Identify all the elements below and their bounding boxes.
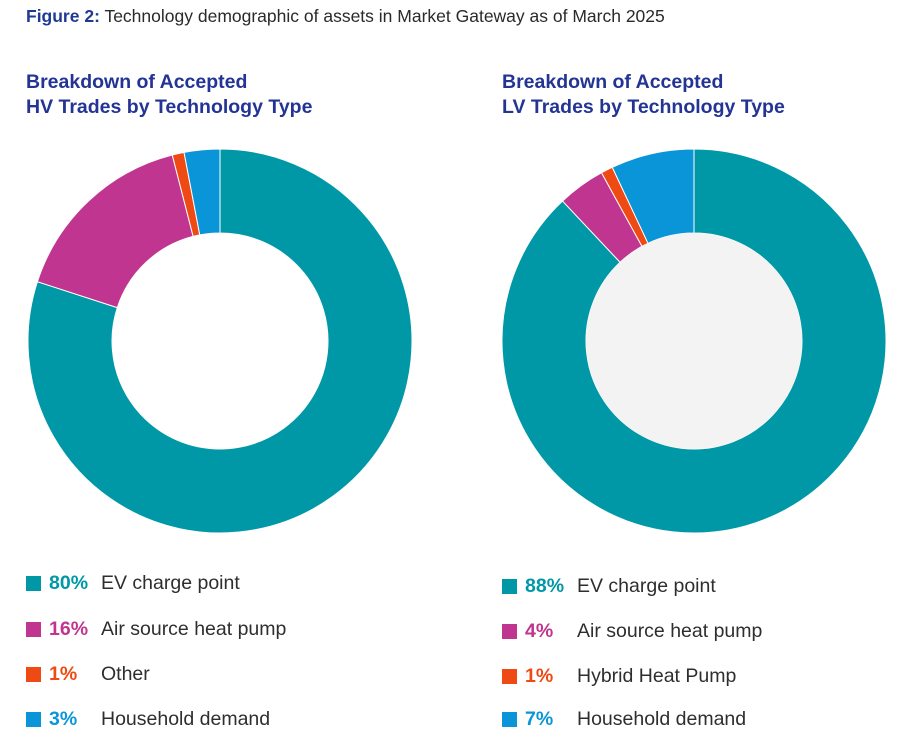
donut-hole (586, 233, 802, 449)
hv-title-line-2: HV Trades by Technology Type (26, 96, 313, 118)
figure-caption: Technology demographic of assets in Mark… (104, 6, 665, 26)
hv-legend-item-household: 3% Household demand (26, 707, 270, 731)
hv-legend-item-ev: 80% EV charge point (26, 571, 240, 595)
ev-swatch (502, 578, 517, 594)
lv-legend-item-hybrid: 1% Hybrid Heat Pump (502, 664, 736, 688)
hv-legend-item-other: 1% Other (26, 662, 150, 686)
hybrid-percent: 1% (525, 664, 554, 687)
ev-percent: 80% (49, 571, 89, 594)
household-swatch (26, 711, 41, 727)
ashp-percent: 16% (49, 617, 89, 640)
lv-title-line-1: Breakdown of Accepted (502, 71, 724, 93)
figure-title: Figure 2: Technology demographic of asse… (26, 6, 665, 27)
hybrid-label: Hybrid Heat Pump (577, 664, 737, 687)
hv-title-line-1: Breakdown of Accepted (26, 71, 248, 93)
hv-donut-chart (27, 148, 413, 534)
ev-percent: 88% (525, 574, 565, 597)
ashp-swatch (26, 621, 41, 637)
figure-label: Figure 2: (26, 6, 100, 26)
other-label: Other (101, 662, 150, 685)
lv-legend-item-household: 7% Household demand (502, 707, 746, 731)
ashp-percent: 4% (525, 619, 554, 642)
hybrid-swatch (502, 668, 517, 684)
lv-donut-chart (501, 148, 887, 534)
donut-hole (112, 233, 328, 449)
lv-title-line-2: LV Trades by Technology Type (502, 96, 785, 118)
household-label: Household demand (577, 707, 747, 730)
household-swatch (502, 711, 517, 727)
other-swatch (26, 666, 41, 682)
ashp-swatch (502, 623, 517, 639)
lv-legend-item-ashp: 4% Air source heat pump (502, 619, 762, 643)
other-percent: 1% (49, 662, 78, 685)
hv-chart-title: Breakdown of Accepted HV Trades by Techn… (26, 70, 312, 120)
ashp-label: Air source heat pump (101, 617, 287, 640)
ev-swatch (26, 575, 41, 591)
ashp-label: Air source heat pump (577, 619, 763, 642)
lv-chart-title: Breakdown of Accepted LV Trades by Techn… (502, 70, 785, 120)
ev-label: EV charge point (101, 571, 240, 594)
household-percent: 3% (49, 707, 78, 730)
ev-label: EV charge point (577, 574, 716, 597)
hv-legend-item-ashp: 16% Air source heat pump (26, 617, 286, 641)
lv-legend-item-ev: 88% EV charge point (502, 574, 716, 598)
household-percent: 7% (525, 707, 554, 730)
household-label: Household demand (101, 707, 271, 730)
